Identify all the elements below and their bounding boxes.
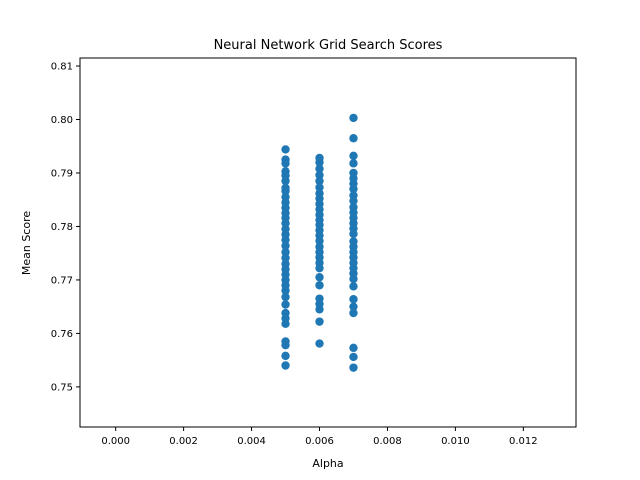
x-tick-label: 0.002 xyxy=(169,436,198,447)
data-point xyxy=(315,170,324,180)
y-axis-title: Mean Score xyxy=(20,211,33,276)
x-tick-label: 0.004 xyxy=(237,436,266,447)
plot-frame xyxy=(79,57,577,428)
data-point xyxy=(349,274,358,284)
data-point xyxy=(281,219,290,228)
data-point xyxy=(315,339,324,348)
data-point xyxy=(315,164,324,173)
data-point xyxy=(349,159,358,168)
data-point xyxy=(281,159,290,168)
x-tick-label: 0.012 xyxy=(509,436,538,447)
data-point xyxy=(349,308,358,318)
x-axis: 0.000 0.002 0.004 0.006 0.008 0.010 0.012 xyxy=(101,427,538,447)
data-point xyxy=(281,235,290,245)
data-point xyxy=(281,340,290,350)
y-axis: 0.75 0.76 0.77 0.78 0.79 0.80 0.81 xyxy=(51,62,80,393)
data-point xyxy=(349,113,358,123)
data-point xyxy=(315,263,324,273)
points-layer xyxy=(281,113,358,372)
y-tick-label: 0.76 xyxy=(51,329,73,340)
data-point xyxy=(315,158,324,167)
x-axis-title: Alpha xyxy=(312,457,343,470)
data-point xyxy=(349,352,358,362)
data-point xyxy=(315,317,324,326)
y-tick-label: 0.81 xyxy=(51,62,73,73)
data-point xyxy=(281,286,290,295)
data-point xyxy=(315,183,324,192)
data-point xyxy=(315,273,324,282)
data-point xyxy=(315,236,324,246)
data-point xyxy=(349,302,358,311)
y-tick-label: 0.80 xyxy=(51,115,73,126)
data-point xyxy=(281,186,290,196)
data-point xyxy=(281,361,290,370)
data-point xyxy=(281,300,290,309)
x-tick-label: 0.006 xyxy=(305,436,334,447)
data-point xyxy=(349,196,358,205)
data-point xyxy=(315,281,324,290)
data-point xyxy=(281,176,290,186)
data-point xyxy=(281,292,290,302)
data-point xyxy=(281,241,290,250)
data-point xyxy=(349,343,358,353)
data-point xyxy=(281,247,290,257)
data-point xyxy=(349,282,358,291)
x-tick-label: 0.010 xyxy=(441,436,470,447)
x-tick-label: 0.008 xyxy=(373,436,402,447)
data-point xyxy=(281,145,290,154)
data-point xyxy=(349,184,358,194)
y-tick-label: 0.79 xyxy=(51,168,73,179)
y-tick-label: 0.77 xyxy=(51,275,73,286)
data-point xyxy=(349,151,358,161)
data-point xyxy=(281,253,290,263)
data-point xyxy=(315,176,324,186)
data-point xyxy=(281,351,290,361)
data-point xyxy=(349,134,358,143)
data-point xyxy=(315,305,324,314)
data-point xyxy=(349,229,358,239)
x-tick-label: 0.000 xyxy=(101,436,130,447)
data-point xyxy=(281,319,290,328)
chart-title: Neural Network Grid Search Scores xyxy=(214,38,443,53)
data-point xyxy=(349,294,358,304)
y-tick-label: 0.75 xyxy=(51,382,73,393)
y-tick-label: 0.78 xyxy=(51,222,73,233)
data-point xyxy=(349,363,358,372)
